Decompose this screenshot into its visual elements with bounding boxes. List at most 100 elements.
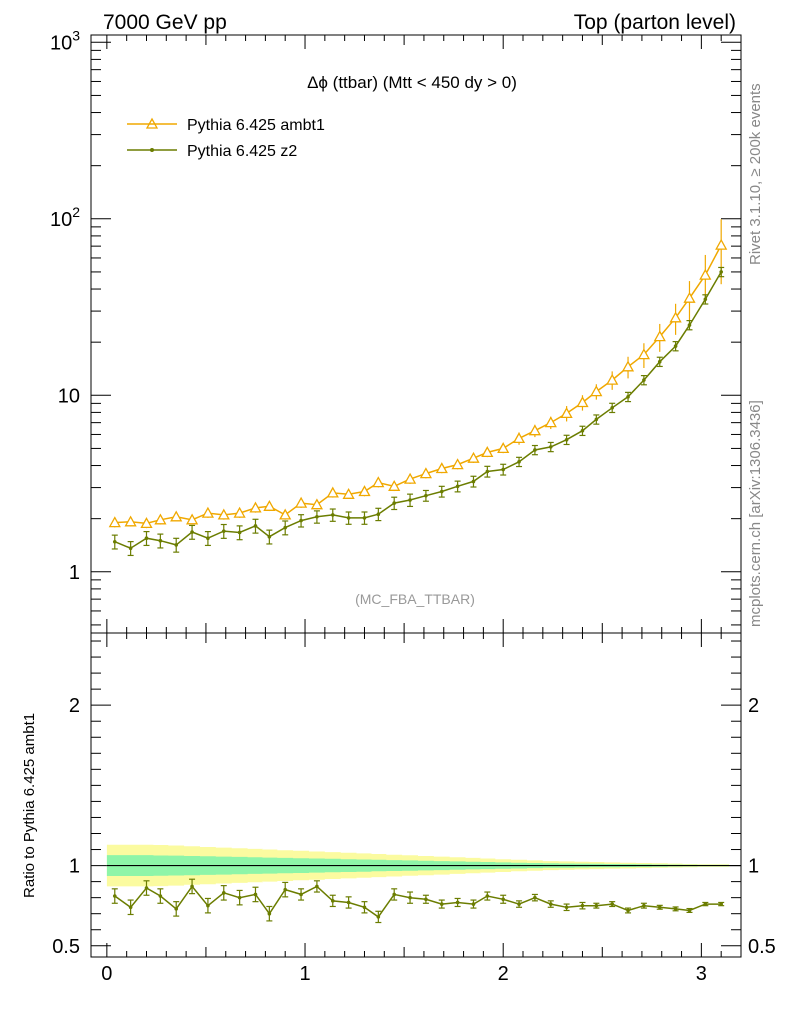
legend-marker-z2 (150, 148, 154, 152)
ratio-point (190, 884, 194, 889)
data-point (594, 417, 599, 422)
data-point (451, 458, 464, 470)
data-point (455, 484, 460, 489)
data-point (124, 515, 137, 527)
ratio-point (174, 907, 179, 911)
tick-labels: 0 1 2 3 1 10 102 103 0.5 0.5 1 1 2 2 (50, 27, 776, 985)
data-point (392, 501, 397, 505)
ratio-tick-label-right: 1 (748, 856, 759, 878)
series-line-1 (114, 271, 722, 550)
x-tick-label: 2 (498, 963, 509, 985)
axis-ticks (91, 35, 742, 957)
data-point (372, 476, 385, 488)
ratio-point (112, 894, 117, 898)
ratio-point (206, 903, 210, 908)
data-point (362, 516, 367, 520)
header-right: Top (parton level) (574, 11, 736, 34)
data-point (719, 270, 723, 274)
ratio-point (703, 902, 708, 906)
data-point (294, 496, 308, 508)
data-point (485, 469, 490, 474)
ratio-point (719, 902, 723, 906)
ratio-point (533, 895, 537, 900)
data-point (217, 508, 230, 520)
data-point (403, 472, 417, 484)
data-point (471, 479, 476, 484)
data-point (621, 360, 635, 372)
data-point (564, 437, 569, 442)
ratio-point (626, 908, 630, 913)
ratio-point (221, 891, 226, 895)
data-point (158, 538, 163, 543)
ratio-point (158, 894, 163, 898)
data-point (174, 543, 179, 547)
ratio-point (642, 903, 646, 908)
ratio-point (564, 905, 569, 910)
data-point (249, 501, 262, 513)
y-tick-label: 1 (69, 562, 80, 584)
plot-title: Δϕ (ttbar) (Mtt < 450 dy > 0) (307, 73, 517, 92)
data-point (657, 359, 662, 364)
data-point (669, 311, 682, 323)
ratio-point (657, 905, 662, 910)
data-point (408, 498, 412, 502)
ratio-point (144, 886, 149, 890)
ratio-point (610, 902, 614, 906)
data-point (283, 525, 288, 530)
ratio-point (687, 908, 692, 913)
data-point (512, 432, 526, 444)
series-layer (108, 219, 728, 924)
data-point (221, 529, 226, 533)
ratio-point (439, 902, 444, 906)
ratio-point (673, 907, 678, 911)
ratio-point (267, 911, 272, 916)
ratio-point (517, 902, 521, 906)
data-point (112, 539, 117, 544)
ratio-point (455, 900, 460, 905)
data-point (299, 518, 303, 523)
data-point (326, 486, 339, 498)
data-point (376, 512, 381, 516)
ratio-point (580, 903, 585, 908)
data-point (388, 479, 401, 491)
data-point (154, 513, 167, 525)
analysis-tag: (MC_FBA_TTBAR) (355, 591, 475, 607)
ratio-point (501, 897, 505, 902)
data-point (206, 536, 210, 541)
ratio-point (299, 892, 303, 897)
legend-label-ambt1: Pythia 6.425 ambt1 (187, 117, 325, 134)
x-tick-label: 3 (696, 963, 707, 985)
data-point (683, 291, 696, 303)
ratio-bands (106, 844, 741, 887)
data-point (653, 330, 666, 342)
data-point (590, 385, 603, 397)
data-point (497, 442, 510, 454)
data-point (330, 513, 335, 517)
data-point (108, 516, 121, 528)
data-point (237, 530, 242, 535)
ratio-line (114, 885, 722, 918)
data-point (253, 524, 258, 528)
data-point (358, 485, 371, 497)
data-point (435, 462, 448, 474)
data-point (642, 378, 646, 382)
data-point (424, 493, 428, 498)
data-point (610, 405, 614, 410)
data-point (548, 445, 553, 449)
data-point (144, 536, 149, 541)
data-point (576, 396, 589, 408)
data-point (703, 297, 708, 302)
data-point (439, 489, 444, 494)
data-point (346, 516, 351, 520)
data-point (419, 467, 433, 479)
ratio-frame (90, 632, 742, 958)
ratio-point (594, 903, 599, 908)
y-tick-label: 102 (50, 204, 80, 231)
data-point (699, 268, 712, 280)
header-left: 7000 GeV pp (103, 11, 227, 34)
data-point (517, 459, 521, 464)
data-point (190, 530, 194, 534)
data-point (715, 238, 728, 250)
data-point (140, 517, 153, 529)
